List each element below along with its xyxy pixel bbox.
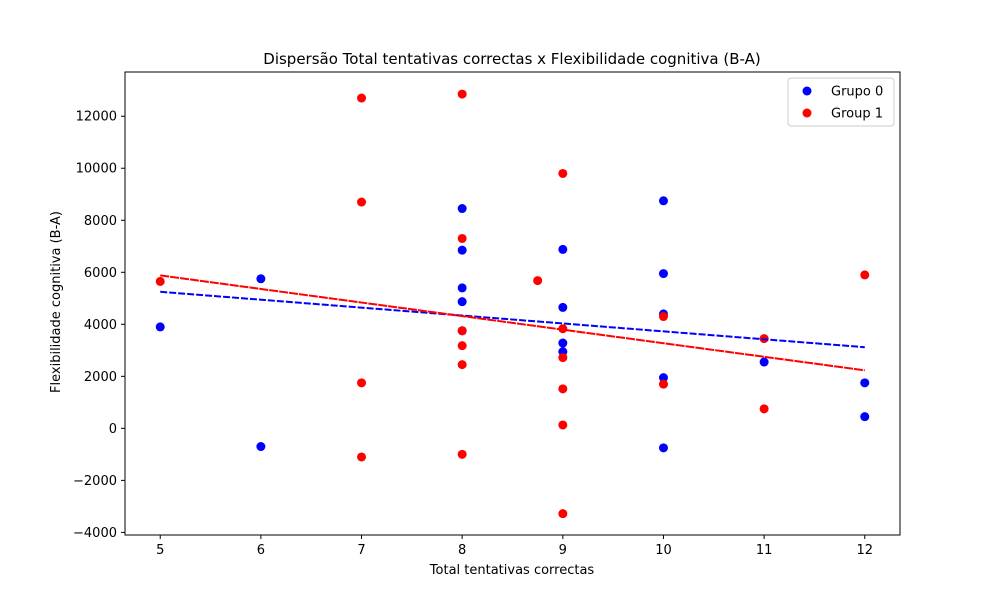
plot-frame xyxy=(124,71,901,536)
data-point-group-1 xyxy=(533,276,543,286)
data-point-grupo-0 xyxy=(860,412,870,422)
data-point-grupo-0 xyxy=(155,322,165,332)
data-point-group-1 xyxy=(155,276,165,286)
data-point-group-1 xyxy=(357,93,367,103)
data-point-group-1 xyxy=(658,379,668,389)
data-point-grupo-0 xyxy=(457,245,467,255)
y-tick-label: 2000 xyxy=(84,370,117,385)
y-tick-label: 12000 xyxy=(76,110,117,125)
data-point-grupo-0 xyxy=(457,204,467,214)
data-point-group-1 xyxy=(558,420,568,430)
legend-label-group-1: Group 1 xyxy=(831,107,883,122)
data-point-group-1 xyxy=(457,449,467,459)
y-tick-label: 4000 xyxy=(84,318,117,333)
data-point-group-1 xyxy=(457,89,467,99)
data-point-grupo-0 xyxy=(658,269,668,279)
y-tick-label: 10000 xyxy=(76,162,117,177)
y-tick-label: 6000 xyxy=(84,266,117,281)
x-tick-label: 9 xyxy=(559,543,567,558)
data-point-group-1 xyxy=(357,197,367,207)
data-point-group-1 xyxy=(860,270,870,280)
plot-area: 5 6 7 8 9 10 11 12 −4000 −2000 0 2000 4000 6000 8000 10… xyxy=(73,89,873,558)
data-point-group-1 xyxy=(558,509,568,519)
data-point-grupo-0 xyxy=(658,443,668,453)
x-tick-label: 12 xyxy=(856,543,873,558)
data-point-group-1 xyxy=(457,233,467,243)
data-point-grupo-0 xyxy=(256,442,266,452)
legend-label-grupo-0: Grupo 0 xyxy=(831,85,883,100)
data-point-grupo-0 xyxy=(457,297,467,307)
data-point-group-1 xyxy=(558,168,568,178)
data-point-group-1 xyxy=(558,384,568,394)
legend-marker-grupo-0 xyxy=(802,86,812,96)
x-axis-title: Total tentativas correctas xyxy=(429,563,595,578)
data-point-group-1 xyxy=(457,326,467,336)
y-tick-label: −2000 xyxy=(73,474,117,489)
data-point-grupo-0 xyxy=(256,274,266,284)
data-point-grupo-0 xyxy=(558,244,568,254)
data-point-group-1 xyxy=(457,341,467,351)
y-axis-title: Flexibilidade cognitiva (B-A) xyxy=(49,211,64,393)
y-tick-label: 8000 xyxy=(84,214,117,229)
data-point-group-1 xyxy=(658,312,668,322)
data-point-group-1 xyxy=(558,353,568,363)
legend-marker-group-1 xyxy=(802,108,812,118)
data-point-grupo-0 xyxy=(558,338,568,348)
x-tick-label: 5 xyxy=(156,543,164,558)
data-point-grupo-0 xyxy=(759,357,769,367)
data-point-grupo-0 xyxy=(558,302,568,312)
data-point-group-1 xyxy=(457,360,467,370)
data-point-group-1 xyxy=(357,378,367,388)
x-tick-label: 8 xyxy=(458,543,466,558)
y-tick-label: 0 xyxy=(109,422,117,437)
data-point-grupo-0 xyxy=(658,196,668,206)
x-tick-label: 11 xyxy=(756,543,773,558)
data-point-grupo-0 xyxy=(658,373,668,383)
y-tick-label: −4000 xyxy=(73,526,117,541)
x-tick-label: 7 xyxy=(357,543,365,558)
legend-box xyxy=(787,77,895,127)
x-tick-label: 10 xyxy=(655,543,672,558)
trend-line-group-1 xyxy=(160,274,865,372)
data-point-group-1 xyxy=(759,404,769,414)
chart-title: Dispersão Total tentativas correctas x F… xyxy=(263,50,760,68)
trend-line-grupo-0 xyxy=(160,290,865,349)
data-point-grupo-0 xyxy=(860,378,870,388)
x-tick-label: 6 xyxy=(257,543,265,558)
legend: Grupo 0 Group 1 xyxy=(787,77,895,127)
data-point-grupo-0 xyxy=(457,283,467,293)
data-point-group-1 xyxy=(357,452,367,462)
